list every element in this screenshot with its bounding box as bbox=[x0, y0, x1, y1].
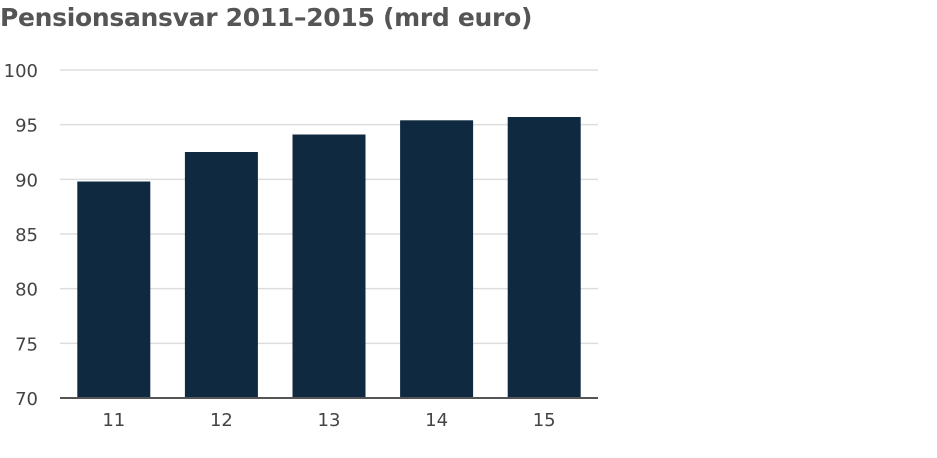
y-tick-label: 95 bbox=[15, 116, 38, 137]
bar bbox=[77, 181, 151, 398]
y-tick-label: 75 bbox=[15, 334, 38, 355]
bar bbox=[507, 117, 581, 398]
chart-title: Pensionsansvar 2011–2015 (mrd euro) bbox=[0, 3, 533, 32]
bars bbox=[77, 117, 581, 399]
y-axis-tick-labels: 70 75 80 85 90 95 100 bbox=[4, 61, 38, 410]
y-tick-label: 70 bbox=[15, 389, 38, 410]
x-tick-label: 14 bbox=[425, 410, 448, 431]
x-axis-tick-labels: 11 12 13 14 15 bbox=[102, 410, 555, 431]
x-tick-label: 13 bbox=[318, 410, 341, 431]
x-tick-label: 15 bbox=[533, 410, 556, 431]
bar bbox=[184, 152, 258, 398]
x-tick-label: 11 bbox=[102, 410, 125, 431]
y-tick-label: 80 bbox=[15, 280, 38, 301]
y-tick-label: 100 bbox=[4, 61, 38, 82]
bar bbox=[400, 120, 474, 398]
x-tick-label: 12 bbox=[210, 410, 233, 431]
y-tick-label: 90 bbox=[15, 170, 38, 191]
bar bbox=[292, 134, 366, 399]
y-tick-label: 85 bbox=[15, 225, 38, 246]
